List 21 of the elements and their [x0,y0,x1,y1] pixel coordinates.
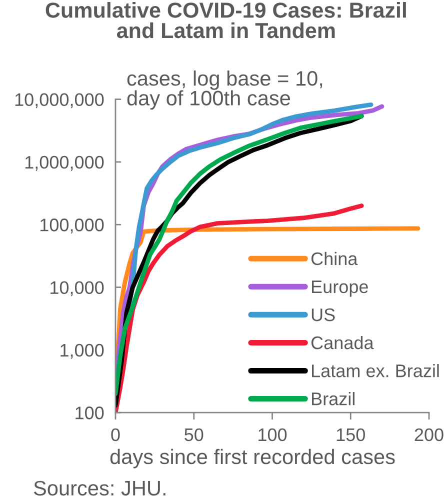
legend-label: Brazil [312,392,354,406]
annotation: cases, log base = 10, day of 100th case [127,70,322,110]
legend-label: China [311,252,358,266]
x-tick-label: 50 [184,428,204,442]
chart-title: Cumulative COVID-19 Cases: Brazil and Latam in Tandem [46,2,406,38]
x-tick-label: 200 [414,428,444,442]
x-tick-label: 150 [336,428,365,442]
y-tick-label: 10,000 [50,281,104,296]
y-tick-label: 100 [76,406,104,420]
legend-label: US [312,308,335,322]
y-tick-label: 10,000,000 [15,93,104,108]
y-tick-label: 1,000,000 [25,156,104,171]
source-note: Sources: JHU. [34,480,166,496]
legend-label: Europe [312,280,368,297]
legend-label: Canada [311,336,374,350]
x-tick-label: 0 [111,428,120,442]
x-tick-label: 100 [258,428,287,442]
y-tick-label: 100,000 [40,218,104,234]
legend-label: Latam ex. Brazil [312,364,439,378]
y-tick-label: 1,000 [60,344,104,359]
x-axis-title: days since first recorded cases [110,448,395,468]
